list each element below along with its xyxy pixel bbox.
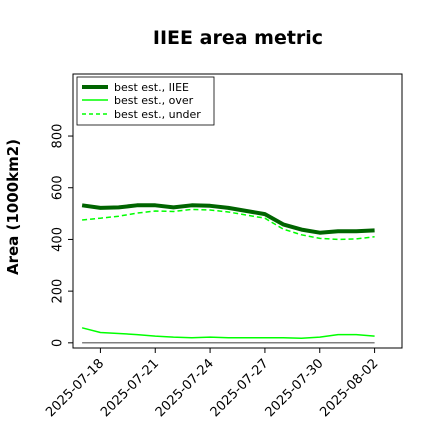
y-tick-label: 400 (51, 227, 66, 252)
series-line-best-est-over (81, 327, 375, 339)
series-line-best-est-under (82, 208, 375, 241)
y-axis-label: Area (1000km2) (4, 139, 22, 275)
chart-title: IIEE area metric (153, 27, 323, 49)
x-tick-label: 2025-07-30 (263, 356, 327, 420)
y-tick-label: 200 (51, 279, 66, 304)
plot-area-frame (72, 73, 403, 349)
x-tick-label: 2025-07-18 (43, 356, 107, 420)
legend-label-under: best est., under (114, 108, 201, 121)
legend-label-iiee: best est., IIEE (114, 81, 189, 94)
y-axis: 0 200 400 600 800 (51, 124, 73, 347)
y-tick-label: 600 (51, 175, 66, 200)
x-tick-label: 2025-07-24 (153, 356, 217, 420)
x-tick-label: 2025-07-21 (98, 356, 162, 420)
series-layer (81, 203, 375, 344)
legend: best est., IIEE best est., over best est… (76, 76, 215, 126)
y-tick-label: 0 (51, 339, 66, 347)
y-tick-label: 800 (51, 124, 66, 149)
x-tick-label: 2025-08-02 (317, 356, 381, 420)
x-axis: 2025-07-182025-07-212025-07-242025-07-27… (43, 348, 381, 420)
series-line-best-est-iiee (81, 203, 375, 235)
legend-label-over: best est., over (114, 94, 194, 107)
x-tick-label: 2025-07-27 (208, 356, 272, 420)
